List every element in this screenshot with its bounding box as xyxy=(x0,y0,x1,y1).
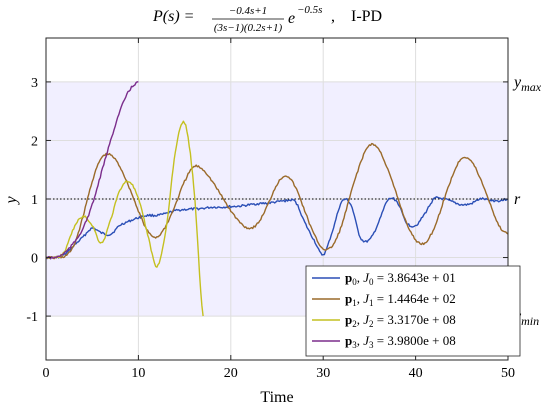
legend-label-1: p1, J1 = 1.4464e + 02 xyxy=(345,291,456,308)
series-line-0 xyxy=(45,196,509,260)
legend: p0, J0 = 3.8643e + 01 p1, J1 = 1.4464e + … xyxy=(305,265,521,357)
title-suffix: , I-PD xyxy=(331,8,382,25)
x-tick-label: 0 xyxy=(43,366,50,381)
legend-label-2: p2, J2 = 3.3170e + 08 xyxy=(345,312,456,329)
x-tick-label: 20 xyxy=(224,366,238,381)
chart-title: P(s) = −0.4s+1 (3s−1)(0.2s+1) e −0.5s , … xyxy=(152,4,382,34)
title-denominator: (3s−1)(0.2s+1) xyxy=(214,22,283,34)
x-axis-label: Time xyxy=(260,389,293,406)
y-axis-label: y xyxy=(3,196,20,206)
series-line-1 xyxy=(45,142,509,259)
series-line-2 xyxy=(45,120,204,317)
right-label-max: ymax xyxy=(512,74,542,94)
x-tick-label: 30 xyxy=(316,366,330,381)
title-exponent: −0.5s xyxy=(297,4,322,16)
y-tick-label: -1 xyxy=(26,310,38,325)
legend-label-3: p3, J3 = 3.9800e + 08 xyxy=(345,333,456,350)
ticks: 0 10 20 30 40 50 -1 0 1 2 3 xyxy=(26,38,515,381)
title-lhs: P(s) = xyxy=(152,8,194,25)
title-exp-base: e xyxy=(288,10,295,27)
y-tick-label: 3 xyxy=(31,76,38,91)
x-tick-label: 10 xyxy=(131,366,145,381)
title-numerator: −0.4s+1 xyxy=(229,5,267,17)
x-tick-label: 50 xyxy=(501,366,515,381)
y-tick-label: 2 xyxy=(31,134,38,149)
series-group xyxy=(45,81,509,317)
series-line-3 xyxy=(45,81,139,260)
legend-box xyxy=(305,265,521,357)
y-tick-label: 0 xyxy=(31,252,38,267)
legend-label-0: p0, J0 = 3.8643e + 01 xyxy=(345,270,456,287)
reference-label: r xyxy=(514,191,521,208)
x-tick-label: 40 xyxy=(409,366,423,381)
y-tick-label: 1 xyxy=(31,193,38,208)
